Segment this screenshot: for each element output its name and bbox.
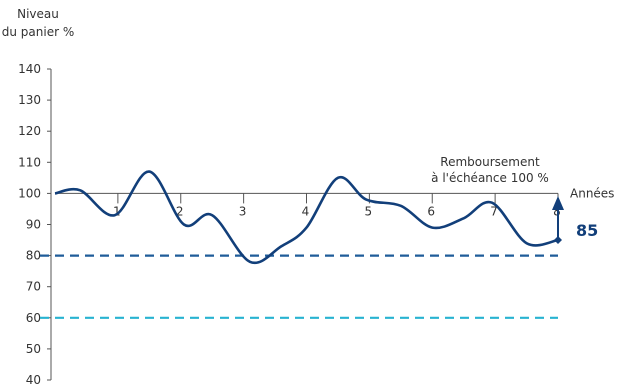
final-value-marker <box>554 236 562 245</box>
y-tick-label: 70 <box>26 280 41 294</box>
y-tick-label: 60 <box>26 311 41 325</box>
series-line-0 <box>54 170 559 265</box>
y-axis-title-line2: du panier % <box>2 25 74 39</box>
y-tick-label: 120 <box>18 124 41 138</box>
x-tick-label: 7 <box>490 204 498 218</box>
final-value-label: 85 <box>576 221 598 240</box>
x-axis: 12345678 <box>55 192 561 218</box>
y-axis-title-line1: Niveau <box>17 7 59 21</box>
x-axis-title: Années <box>570 186 614 200</box>
final-value-group: 85 <box>552 196 598 245</box>
y-tick-label: 100 <box>18 186 41 200</box>
y-axis: 40 50 60 70 80 90 100 110 120 130 140 <box>18 62 52 387</box>
x-tick-label: 1 <box>113 204 121 218</box>
reference-lines <box>40 254 558 319</box>
x-tick-label: 3 <box>239 204 247 218</box>
y-tick-label: 40 <box>26 373 41 387</box>
series-group <box>54 170 559 265</box>
x-tick-label: 5 <box>365 204 373 218</box>
x-tick-label: 2 <box>176 204 184 218</box>
y-tick-label: 130 <box>18 93 41 107</box>
maturity-annotation: Remboursement à l'échéance 100 % <box>431 155 549 185</box>
payoff-arrow-head <box>552 196 564 210</box>
x-tick-label: 6 <box>427 204 435 218</box>
y-tick-label: 80 <box>26 249 41 263</box>
y-tick-label: 90 <box>26 218 41 232</box>
y-tick-label: 50 <box>26 342 41 356</box>
y-tick-label: 140 <box>18 62 41 76</box>
y-tick-label: 110 <box>18 155 41 169</box>
x-tick-label: 4 <box>302 204 310 218</box>
